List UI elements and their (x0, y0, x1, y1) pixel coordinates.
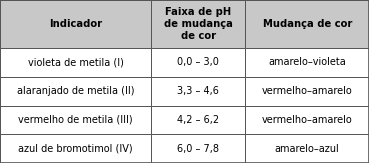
Bar (0, 106, 151, 134)
Bar (245, 77, 369, 106)
Text: vermelho–amarelo: vermelho–amarelo (262, 86, 352, 96)
Text: 3,3 – 4,6: 3,3 – 4,6 (177, 86, 219, 96)
Text: alaranjado de metila (II): alaranjado de metila (II) (17, 86, 134, 96)
Bar (245, 106, 369, 134)
Text: 0,0 – 3,0: 0,0 – 3,0 (177, 57, 219, 67)
Bar (151, 48, 245, 77)
Bar (0, 48, 151, 77)
Text: violeta de metila (I): violeta de metila (I) (28, 57, 124, 67)
Bar (0, 0, 151, 48)
Text: vermelho–amarelo: vermelho–amarelo (262, 115, 352, 125)
Bar (245, 48, 369, 77)
Text: 4,2 – 6,2: 4,2 – 6,2 (177, 115, 220, 125)
Bar (245, 0, 369, 48)
Text: vermelho de metila (III): vermelho de metila (III) (18, 115, 133, 125)
Bar (0, 134, 151, 163)
Bar (245, 134, 369, 163)
Text: amarelo–violeta: amarelo–violeta (268, 57, 346, 67)
Bar (151, 106, 245, 134)
Bar (151, 0, 245, 48)
Text: Faixa de pH
de mudança
de cor: Faixa de pH de mudança de cor (164, 7, 233, 41)
Text: 6,0 – 7,8: 6,0 – 7,8 (177, 144, 219, 154)
Text: amarelo–azul: amarelo–azul (275, 144, 339, 154)
Bar (151, 77, 245, 106)
Text: Mudança de cor: Mudança de cor (262, 19, 352, 29)
Bar (151, 134, 245, 163)
Text: azul de bromotimol (IV): azul de bromotimol (IV) (18, 144, 133, 154)
Text: Indicador: Indicador (49, 19, 102, 29)
Bar (0, 77, 151, 106)
